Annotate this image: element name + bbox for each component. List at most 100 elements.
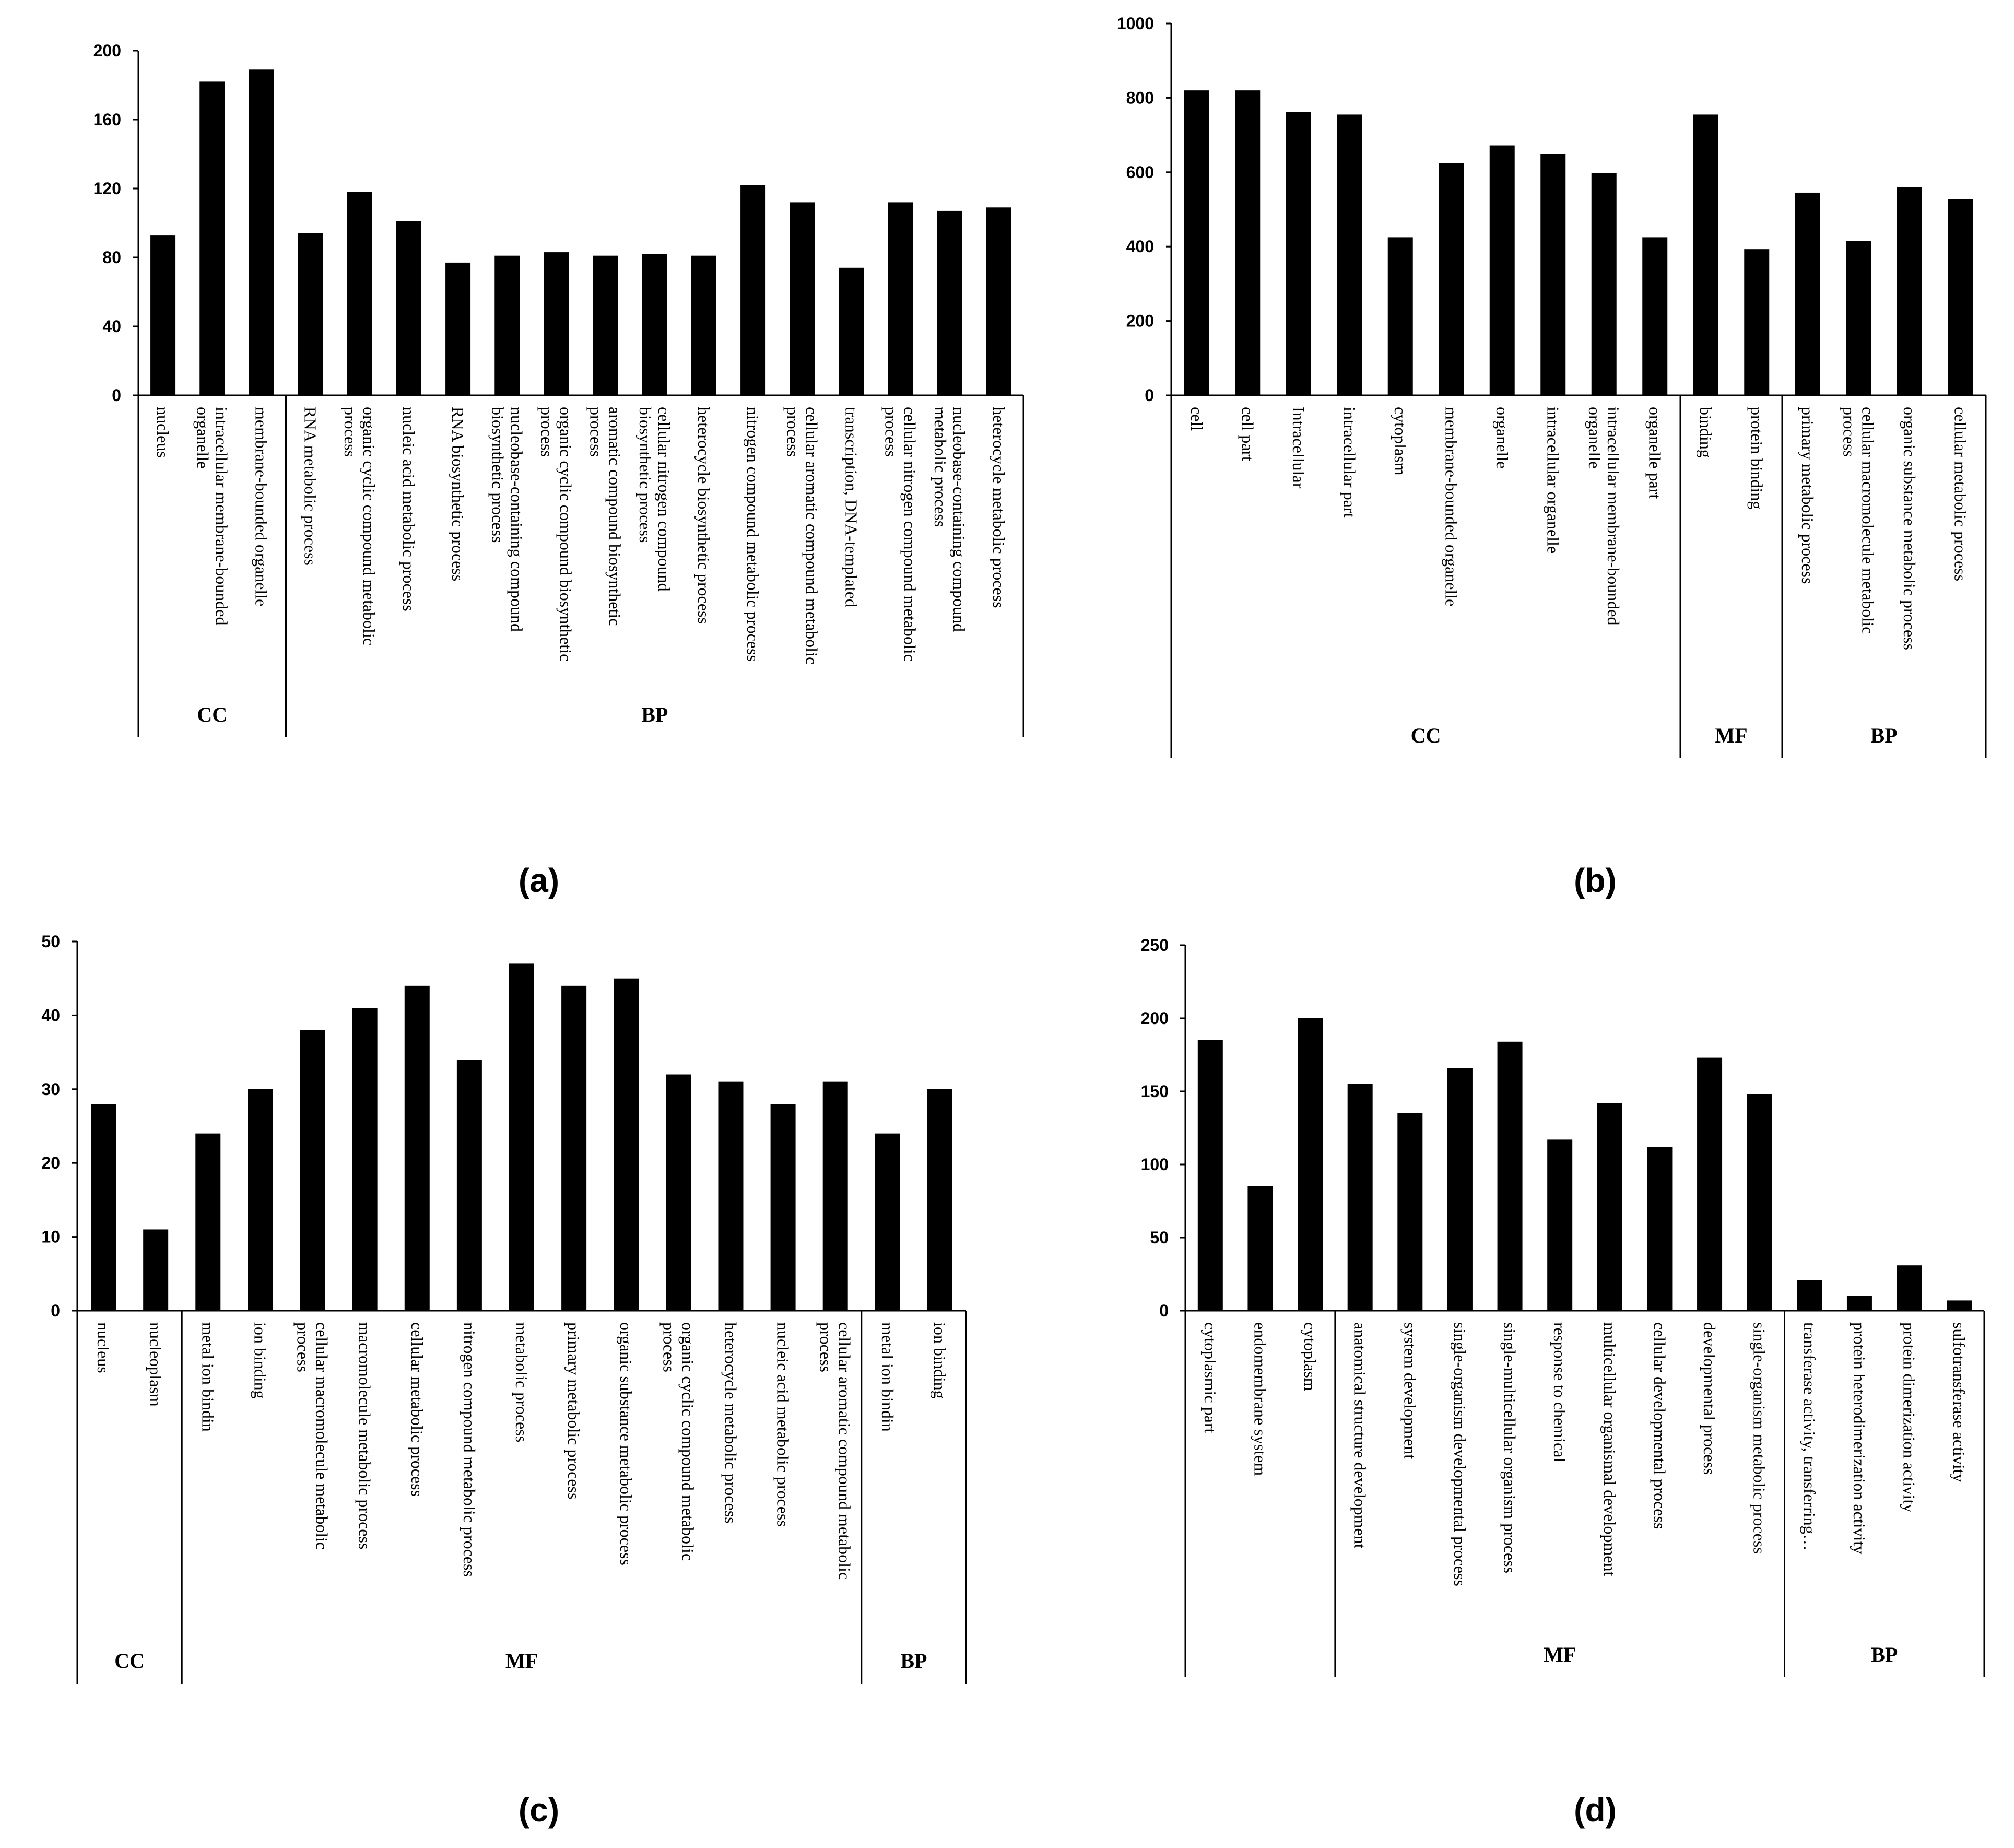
y-tick-label: 0 [112,386,121,405]
x-tick-label: organic substance metabolic process [1900,407,1919,650]
bar [1797,1280,1822,1311]
x-tick-label: macromolecule metabolic process [356,1322,374,1549]
x-tick-label: organelle [1493,407,1512,468]
bar [494,255,520,395]
bar [1642,237,1668,395]
y-tick-label: 40 [41,1006,60,1025]
x-tick-label: cellular nitrogen compoundbiosynthetic p… [636,407,674,592]
bar [839,267,864,395]
x-tick-label: protein binding [1747,407,1766,509]
x-tick-label: protein dimerization activity [1900,1322,1919,1512]
bar [1948,199,1973,395]
x-tick-label: nucleic acid metabolic process [399,407,418,611]
bar [445,262,471,395]
bar [1897,1265,1922,1311]
x-tick-label: organic substance metabolic process [617,1322,635,1565]
panel-caption: (c) [519,1791,559,1829]
bar [666,1074,691,1311]
x-tick-label: cellular metabolic process [1951,407,1970,581]
x-tick-label: endomembrane system [1251,1322,1269,1476]
bar [396,221,421,395]
group-label: BP [1870,724,1897,747]
x-tick-label: organic cyclic compound metabolicprocess [659,1322,697,1561]
bar [691,255,716,395]
x-tick-label: intracellular part [1340,407,1359,517]
panel-caption: (a) [519,862,559,899]
panel-caption: (b) [1574,862,1617,899]
group-label: MF [505,1649,538,1673]
y-tick-label: 250 [1141,936,1169,955]
x-tick-label: heterocycle metabolic process [721,1322,740,1524]
y-tick-label: 200 [93,41,121,60]
x-tick-label: metal ion bindin [198,1322,217,1432]
bar [937,210,962,395]
bar [927,1089,952,1311]
x-tick-label: ion binding [251,1322,269,1399]
x-tick-label: ion binding [931,1322,949,1399]
bar [1846,241,1871,395]
bar [1540,154,1566,395]
x-tick-label: primary metabolic process [1798,407,1817,584]
x-tick-label: single-organism metabolic process [1750,1322,1769,1554]
bar [404,985,430,1311]
bar [1439,163,1464,395]
x-tick-label: organelle part [1645,407,1664,499]
x-tick-label: sulfotransferase activity [1950,1322,1969,1482]
x-tick-label: nitrogen compound metabolic process [744,407,762,662]
y-tick-label: 80 [102,248,121,267]
x-tick-label: aromatic compound biosyntheticprocess [587,407,625,626]
bar [740,185,766,395]
bar [150,235,176,395]
x-tick-label: cytoplasmic part [1201,1322,1220,1433]
bar [1387,237,1413,395]
x-tick-label: cytoplasm [1391,407,1410,476]
bar [1795,192,1820,395]
y-tick-label: 800 [1126,88,1154,107]
bar [91,1104,116,1311]
bar [1247,1186,1273,1311]
y-tick-label: 120 [93,179,121,198]
x-tick-label: cellular aromatic compound metabolicproc… [817,1322,854,1580]
x-tick-label: intracellular membrane-boundedorganelle [193,407,231,625]
bar [770,1104,796,1311]
bar [1947,1300,1972,1311]
y-tick-label: 160 [93,110,121,129]
y-tick-label: 50 [1150,1228,1169,1247]
x-tick-label: heterocycle metabolic process [990,407,1008,608]
bar [1547,1139,1573,1311]
group-label: MF [1715,724,1747,747]
x-tick-label: response to chemical [1550,1322,1569,1462]
bar [456,1060,482,1311]
bar [1744,249,1770,395]
bar [298,233,323,395]
bar [822,1081,848,1311]
bar [509,963,534,1311]
x-tick-label: nucleobase-containing compoundbiosynthet… [488,407,526,632]
x-tick-label: primary metabolic process [564,1322,583,1499]
x-tick-label: anatomical structure development [1351,1322,1370,1549]
bar [875,1133,900,1311]
x-tick-label: cellular macromolecule metabolicprocess [1840,407,1877,634]
x-tick-label: transcription, DNA-templated [842,407,861,607]
bar [1693,114,1718,395]
x-tick-label: nucleobase-containing compoundmetabolic … [931,407,969,632]
group-label: CC [1411,724,1441,747]
bar [561,985,587,1311]
y-tick-label: 100 [1141,1155,1169,1174]
bar [1286,112,1311,395]
bar [300,1030,325,1311]
bar [1447,1068,1473,1311]
y-tick-label: 0 [1145,386,1154,405]
x-tick-label: RNA biosynthetic process [449,407,467,581]
y-tick-label: 0 [1159,1301,1169,1320]
x-tick-label: multicellular organismal development [1600,1322,1619,1576]
bar [1397,1113,1423,1311]
x-tick-label: metal ion bindin [878,1322,897,1432]
x-tick-label: single-multicellular organism process [1501,1322,1520,1573]
bar [1497,1041,1523,1311]
chart-panel-d: 0 50 100 150 200 250 cytoplasmic part endomembr… [1141,936,1985,1829]
panel-caption: (d) [1574,1791,1617,1829]
chart-panel-a: 0 40 80 120 160 200 nucleus intracellular membr… [93,41,1024,899]
x-tick-label: heterocycle biosynthetic process [694,407,713,624]
